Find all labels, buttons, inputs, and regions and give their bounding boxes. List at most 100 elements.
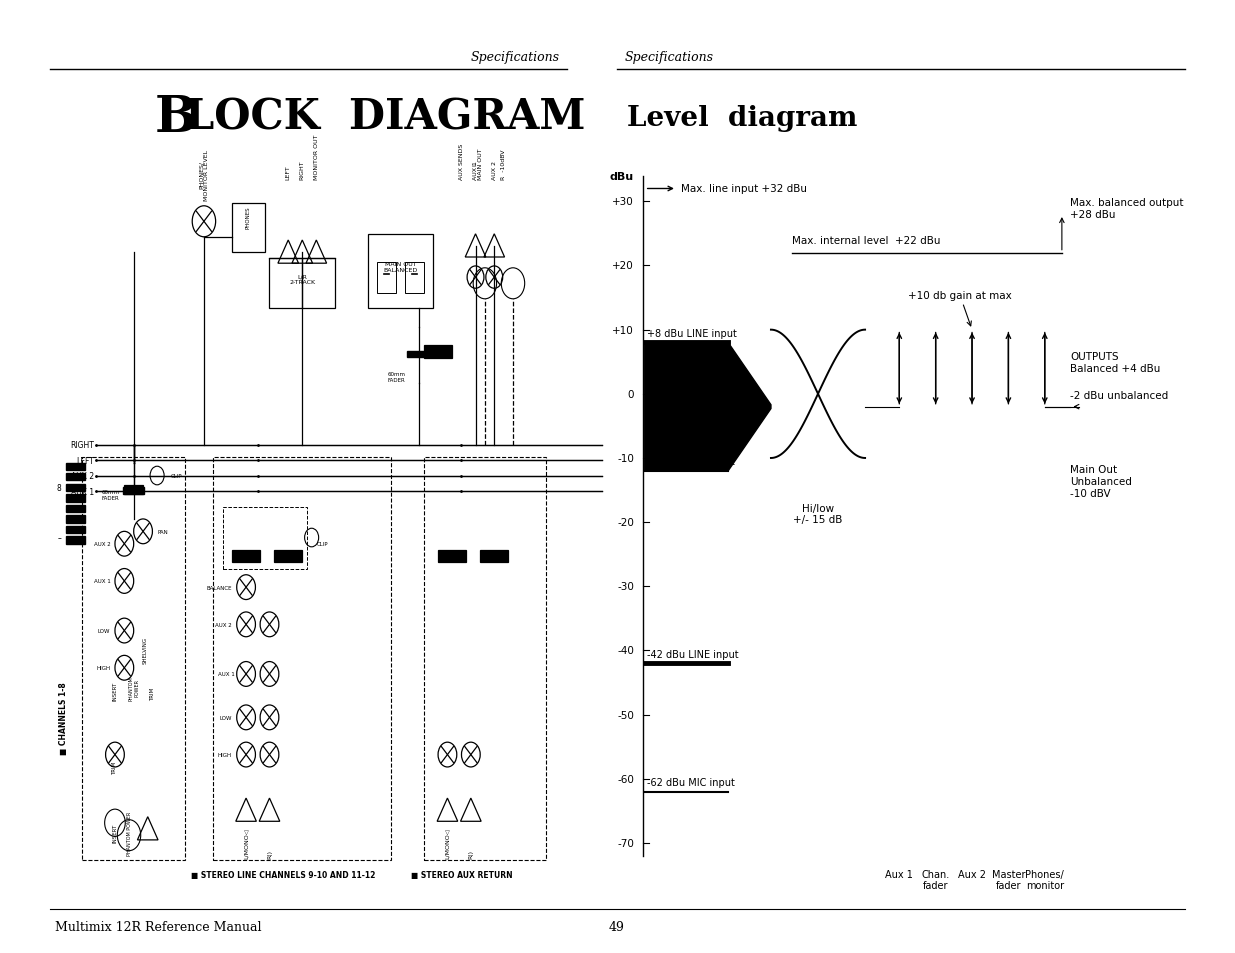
Text: Max. internal level  +22 dBu: Max. internal level +22 dBu — [793, 235, 941, 246]
Text: CLIP: CLIP — [316, 541, 329, 547]
Text: LEFT: LEFT — [77, 456, 94, 465]
Text: TRIM: TRIM — [112, 761, 117, 775]
Text: R(): R() — [468, 849, 473, 858]
Text: -60: -60 — [618, 774, 634, 784]
Bar — [65, 526, 84, 534]
Text: Main Out
Unbalanced
-10 dBV: Main Out Unbalanced -10 dBV — [1071, 465, 1132, 498]
Text: Chan.
fader: Chan. fader — [921, 869, 950, 890]
Text: Phones/
monitor: Phones/ monitor — [1025, 869, 1065, 890]
Text: Specifications: Specifications — [471, 51, 559, 65]
Text: -40: -40 — [618, 646, 634, 656]
Bar — [424, 457, 546, 860]
Text: Max. balanced output
+28 dBu: Max. balanced output +28 dBu — [1071, 197, 1184, 219]
Bar — [125, 485, 143, 495]
Text: LOW: LOW — [98, 628, 110, 634]
Text: –: – — [57, 534, 61, 542]
Text: PHONES/
MONITOR LEVEL: PHONES/ MONITOR LEVEL — [199, 150, 209, 200]
Text: HIGH: HIGH — [96, 665, 110, 671]
Text: Multimix 12R Reference Manual: Multimix 12R Reference Manual — [56, 921, 262, 934]
Text: +8 dBu LINE input: +8 dBu LINE input — [647, 329, 737, 338]
Bar — [480, 551, 509, 562]
Polygon shape — [645, 343, 771, 472]
Bar — [83, 457, 185, 860]
Bar — [65, 474, 84, 481]
Bar — [65, 505, 84, 513]
Text: L/MONO◁: L/MONO◁ — [445, 827, 450, 858]
Text: OUTPUTS
Balanced +4 dBu: OUTPUTS Balanced +4 dBu — [1071, 352, 1161, 374]
Bar — [405, 262, 424, 294]
Text: Specifications: Specifications — [625, 51, 714, 65]
Text: Aux 1: Aux 1 — [885, 869, 913, 879]
Text: AUX 1: AUX 1 — [94, 578, 110, 584]
Text: CLIP: CLIP — [172, 474, 183, 478]
Bar — [424, 346, 452, 358]
Bar — [406, 352, 432, 358]
Text: 8: 8 — [57, 484, 61, 493]
Text: AUX 2: AUX 2 — [492, 161, 496, 180]
Text: AUX 2: AUX 2 — [94, 541, 110, 547]
Text: INSERT: INSERT — [112, 680, 117, 700]
Text: AUX 2: AUX 2 — [70, 472, 94, 480]
Text: 49: 49 — [609, 921, 625, 934]
Text: 0: 0 — [627, 390, 634, 399]
Text: HIGH: HIGH — [217, 752, 232, 758]
Bar — [214, 457, 391, 860]
Text: dBu: dBu — [610, 172, 634, 181]
Text: -62 dBu MIC input: -62 dBu MIC input — [647, 778, 735, 787]
Text: 60mm
FADER: 60mm FADER — [388, 372, 405, 382]
Bar — [232, 551, 261, 562]
Bar — [65, 484, 84, 492]
Text: PHONES: PHONES — [246, 207, 251, 230]
Text: MONITOR OUT: MONITOR OUT — [314, 134, 319, 180]
Bar — [377, 262, 396, 294]
Text: -42 dBu LINE input: -42 dBu LINE input — [647, 649, 739, 659]
Bar — [274, 551, 303, 562]
Text: RIGHT: RIGHT — [300, 160, 305, 180]
Bar — [65, 495, 84, 502]
Text: LOCK  DIAGRAM: LOCK DIAGRAM — [185, 97, 585, 139]
Text: Master
fader: Master fader — [992, 869, 1025, 890]
Text: AUX SENDS: AUX SENDS — [459, 144, 464, 180]
Bar — [222, 507, 308, 569]
Text: L/MONO◁: L/MONO◁ — [243, 827, 248, 858]
Text: Max. line input +32 dBu: Max. line input +32 dBu — [682, 184, 808, 194]
Text: TRIM: TRIM — [149, 687, 154, 700]
Text: L
MAIN OUT: L MAIN OUT — [473, 148, 483, 180]
Bar — [232, 204, 264, 253]
Text: Aux 2: Aux 2 — [958, 869, 986, 879]
Bar — [65, 463, 84, 471]
Text: SHELVING: SHELVING — [143, 636, 148, 663]
Bar — [269, 259, 335, 309]
Text: Level  diagram: Level diagram — [627, 105, 857, 132]
Text: -70: -70 — [618, 838, 634, 848]
Text: PHANTOM
POWER: PHANTOM POWER — [128, 676, 140, 700]
Text: B: B — [156, 93, 198, 142]
Text: -20: -20 — [618, 517, 634, 528]
Text: +30: +30 — [613, 197, 634, 207]
Text: R(): R() — [267, 849, 272, 858]
Text: -10: -10 — [618, 454, 634, 463]
Text: ■ CHANNELS 1-8: ■ CHANNELS 1-8 — [59, 681, 68, 754]
Text: INSERT: INSERT — [112, 823, 117, 842]
Bar — [438, 551, 466, 562]
Bar — [65, 516, 84, 523]
Text: ■ STEREO AUX RETURN: ■ STEREO AUX RETURN — [411, 870, 513, 879]
Text: LOW: LOW — [220, 715, 232, 720]
Text: AUX 1: AUX 1 — [473, 161, 478, 180]
Text: -30: -30 — [618, 581, 634, 592]
Bar — [368, 234, 433, 309]
Text: LEFT: LEFT — [285, 165, 290, 180]
Text: -12 dBu MIC input: -12 dBu MIC input — [647, 456, 735, 467]
Text: +20: +20 — [613, 261, 634, 272]
Text: PAN: PAN — [157, 529, 168, 535]
Text: AUX 2: AUX 2 — [215, 622, 232, 627]
Text: AUX 1: AUX 1 — [70, 487, 94, 496]
Text: AUX 1: AUX 1 — [217, 672, 235, 677]
Text: MAIN OUT
BALANCED: MAIN OUT BALANCED — [384, 262, 417, 273]
Text: Hi/low
+/- 15 dB: Hi/low +/- 15 dB — [793, 503, 842, 525]
Text: +10 db gain at max: +10 db gain at max — [908, 291, 1011, 327]
Bar — [124, 488, 144, 495]
Text: +10: +10 — [613, 325, 634, 335]
Text: L/R
2-TRACK: L/R 2-TRACK — [289, 274, 315, 285]
Text: BALANCE: BALANCE — [206, 585, 232, 590]
